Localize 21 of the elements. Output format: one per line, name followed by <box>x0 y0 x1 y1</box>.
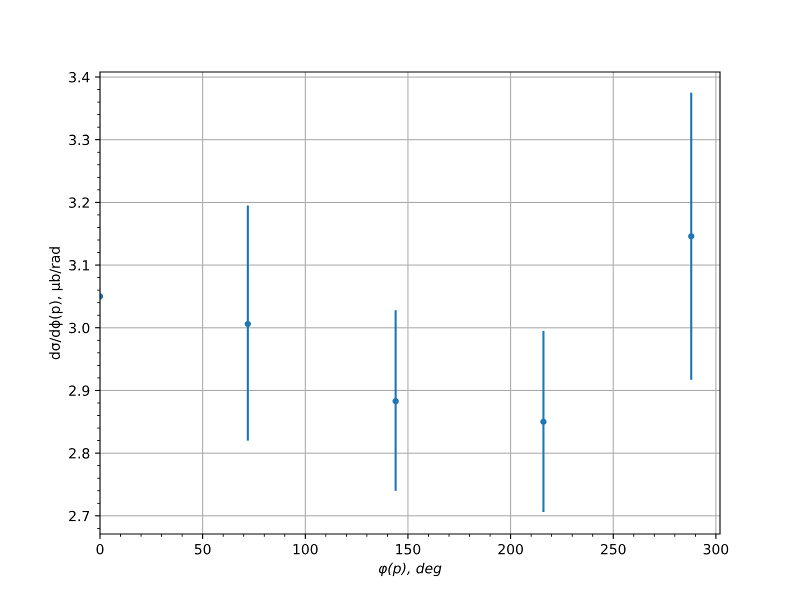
y-tick-label: 3.0 <box>69 322 90 334</box>
point <box>688 233 694 240</box>
y-tick-label: 2.8 <box>69 448 90 459</box>
point <box>540 418 547 425</box>
y-tick-label: 3.3 <box>69 134 90 146</box>
x-tick-label: 150 <box>396 544 420 554</box>
y-tick-label: 3.4 <box>69 72 90 82</box>
x-tick-label: 100 <box>294 544 318 554</box>
x-tick-label: 50 <box>194 544 211 554</box>
y-tick-label: 2.7 <box>69 510 90 522</box>
point <box>244 320 251 328</box>
x-tick-label: 250 <box>601 544 626 554</box>
point <box>392 398 399 404</box>
x-axis-title: φ(p), deg <box>379 562 442 576</box>
y-tick-label: 3.1 <box>69 260 89 271</box>
x-tick-label: 300 <box>704 544 728 554</box>
y-tick-label: 2.9 <box>69 385 90 396</box>
y-axis-title: dσ/dϕ(p), μb/rad <box>49 247 63 360</box>
x-tick-label: 200 <box>498 544 523 554</box>
x-tick-label: 0 <box>96 544 104 554</box>
y-tick-label: 3.2 <box>69 197 89 208</box>
